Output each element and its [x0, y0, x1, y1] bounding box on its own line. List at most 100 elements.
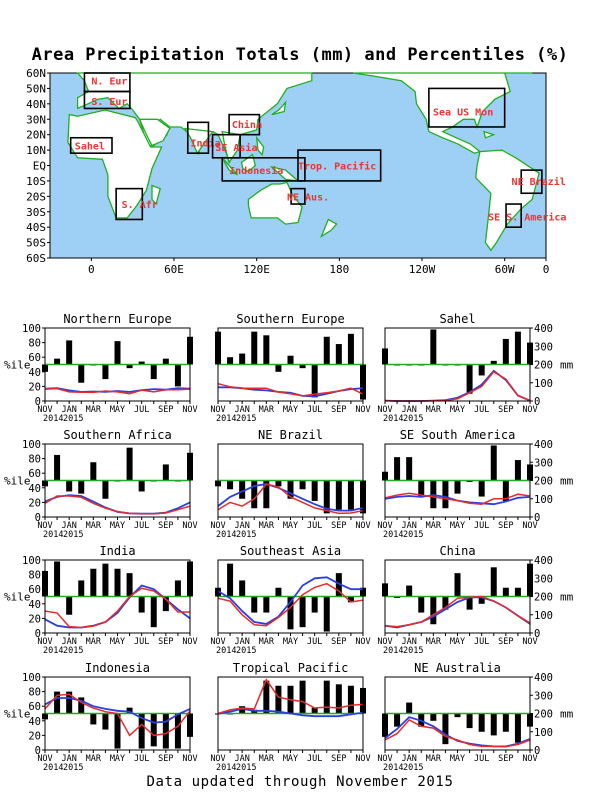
y-tick-label: 40 — [28, 599, 41, 611]
percentile-bar — [490, 445, 497, 481]
year-label: 2014 — [216, 646, 236, 656]
percentile-bar — [299, 480, 306, 490]
region-box — [290, 187, 306, 205]
x-tick-label: JAN — [401, 637, 416, 647]
y-tick-label: 0 — [35, 512, 41, 524]
year-label: 2014 — [43, 414, 63, 424]
landmass-3 — [151, 184, 161, 206]
percentile-bar — [78, 480, 85, 494]
normal-precip-line — [44, 697, 191, 724]
y2-tick-label: 300 — [534, 573, 553, 585]
percentile-bar — [102, 563, 109, 597]
landmass-13 — [475, 149, 540, 252]
percentile-bar — [466, 713, 473, 729]
percentile-bar — [239, 580, 246, 597]
y2-tick-label: 300 — [534, 690, 553, 702]
x-tick-label: NOV — [522, 521, 537, 531]
normal-precip-line — [217, 576, 363, 625]
x-tick-label: NOV — [210, 521, 225, 531]
observed-precip-line — [217, 382, 364, 397]
percentile-bar — [490, 360, 497, 365]
lon-tick-label: 60E — [164, 263, 184, 276]
percentile-bar — [275, 364, 282, 372]
region-label: S. Afr — [122, 200, 158, 211]
x-tick-label: SEP — [331, 754, 346, 764]
x-tick-label: NOV — [182, 754, 197, 764]
region-label: NE Aus. — [287, 192, 329, 203]
x-tick-label: MAY — [110, 405, 125, 415]
percentile-bar — [454, 573, 461, 597]
y-axis-label: %ile — [4, 475, 31, 488]
lat-tick-label: 60S — [26, 252, 46, 265]
percentile-bar — [90, 568, 97, 597]
x-tick-label: NOV — [355, 405, 370, 415]
x-tick-label: MAY — [110, 521, 125, 531]
percentile-bar — [275, 480, 282, 487]
observed-precip-line — [384, 370, 531, 402]
percentile-bar — [323, 480, 330, 514]
percentile-bar — [478, 480, 485, 497]
percentile-bar — [150, 364, 157, 380]
chart-title: Southern Europe — [236, 312, 344, 326]
year-label: 2015 — [403, 530, 423, 540]
precip-map: 60N 50N 40N 30N 20N 10N EQ 10S 20S 30S 40S 50S 60S 0 6… — [26, 67, 566, 276]
year-label: 2015 — [403, 646, 423, 656]
lon-tick-label: 0 — [88, 263, 95, 276]
x-tick-label: JUL — [134, 521, 149, 531]
x-tick-label: SEP — [331, 405, 346, 415]
y2-tick-label: 200 — [534, 476, 553, 488]
x-tick-label: MAR — [86, 754, 102, 764]
percentile-bar — [502, 338, 509, 365]
chart-title: Tropical Pacific — [233, 661, 349, 675]
percentile-bar — [502, 713, 509, 732]
x-tick-label: MAY — [283, 754, 298, 764]
x-tick-label: JAN — [401, 521, 416, 531]
x-tick-label: NOV — [182, 521, 197, 531]
page-title: Area Precipitation Totals (mm) and Perce… — [31, 45, 569, 65]
observed-precip-line — [217, 582, 364, 627]
x-tick-label: NOV — [522, 754, 537, 764]
x-tick-label: MAR — [426, 754, 442, 764]
x-tick-label: NOV — [377, 637, 392, 647]
percentile-bar — [478, 713, 485, 732]
percentile-bar — [162, 358, 169, 365]
x-tick-label: NOV — [37, 521, 52, 531]
percentile-bar — [299, 596, 306, 628]
percentile-bar — [430, 713, 437, 721]
x-tick-label: NOV — [355, 521, 370, 531]
year-label: 2014 — [43, 530, 63, 540]
chart-title: NE Brazil — [258, 428, 323, 442]
lon-tick-label: 120E — [243, 263, 270, 276]
y-tick-label: 80 — [28, 454, 41, 466]
percentile-bar — [66, 340, 73, 365]
x-tick-label: JUL — [134, 405, 149, 415]
x-tick-label: NOV — [377, 521, 392, 531]
percentile-bar — [102, 713, 109, 730]
year-label: 2014 — [43, 646, 63, 656]
lat-tick-label: 40S — [26, 221, 46, 234]
x-tick-label: JAN — [61, 754, 76, 764]
percentile-bar — [162, 713, 169, 749]
y2-tick-label: 200 — [534, 709, 553, 721]
percentile-bar — [323, 596, 330, 632]
x-tick-label: NOV — [37, 637, 52, 647]
y-tick-label: 60 — [28, 701, 41, 713]
year-label: 2015 — [236, 763, 256, 773]
year-label: 2015 — [63, 646, 83, 656]
percentile-bar — [335, 344, 342, 365]
x-tick-label: JUL — [307, 754, 322, 764]
percentile-bar — [263, 335, 270, 365]
y2-tick-label: 400 — [534, 672, 553, 684]
x-tick-label: JAN — [234, 405, 249, 415]
y-tick-label: 20 — [28, 730, 41, 742]
percentile-bar — [275, 587, 282, 597]
lat-tick-label: 50S — [26, 237, 46, 250]
percentile-bar — [263, 680, 270, 714]
region-box — [228, 113, 261, 136]
y2-axis-label: mm — [560, 359, 574, 372]
percentile-bar — [502, 587, 509, 597]
y-tick-label: 0 — [35, 745, 41, 757]
x-tick-label: NOV — [182, 637, 197, 647]
